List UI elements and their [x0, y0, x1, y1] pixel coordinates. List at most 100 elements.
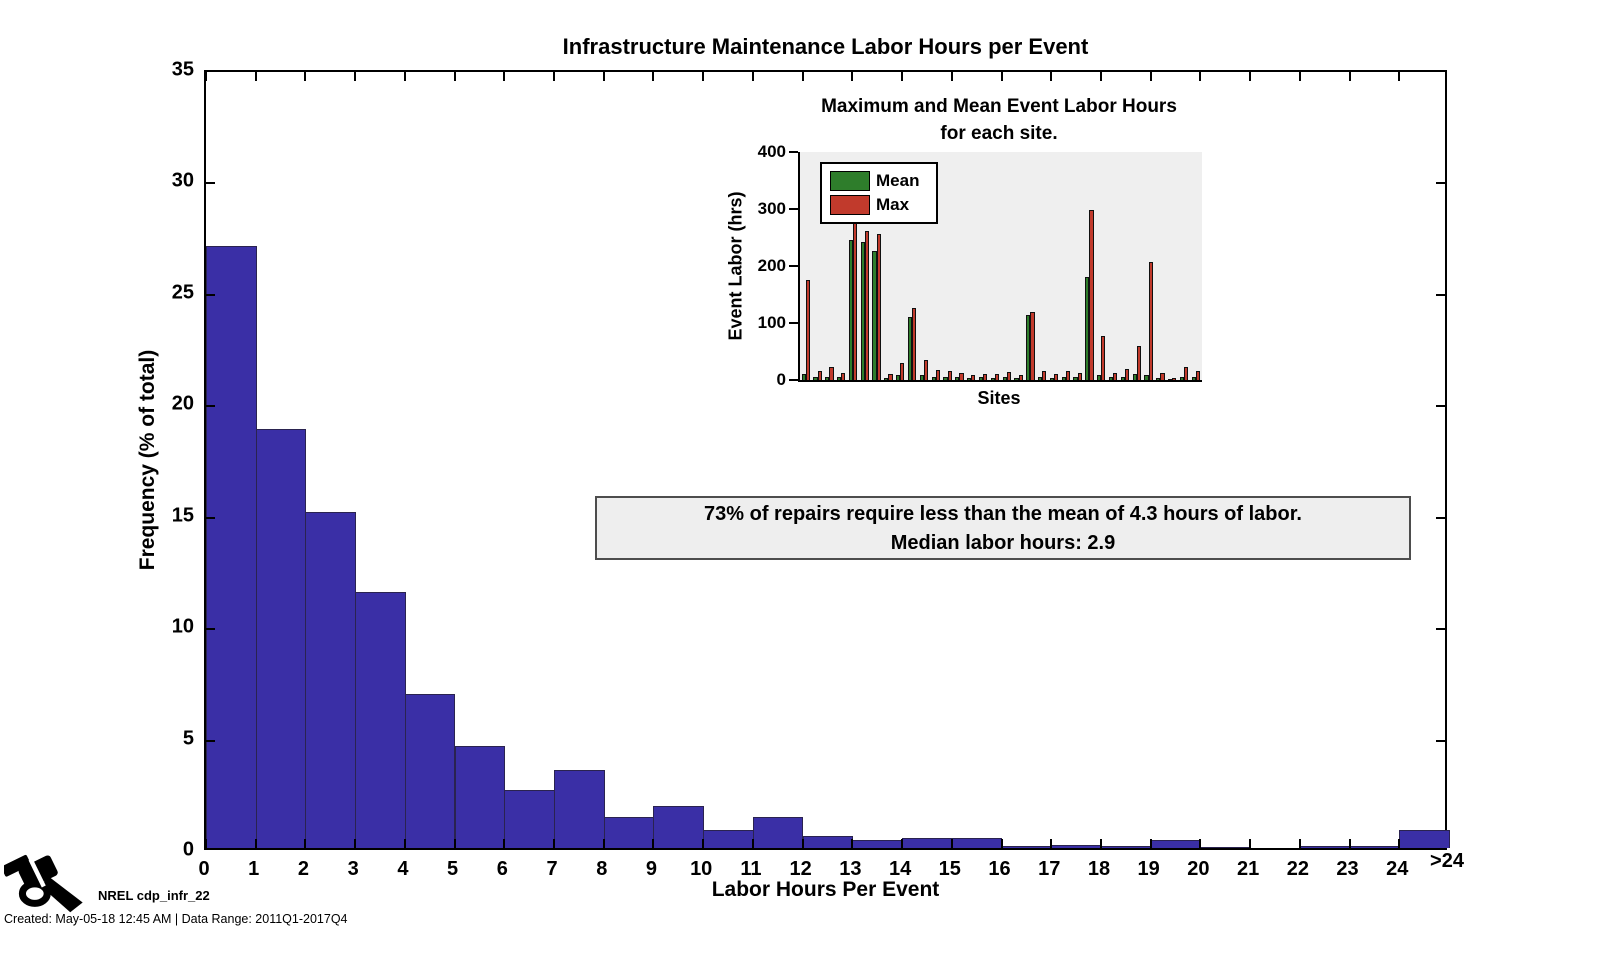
x-tick	[453, 839, 456, 848]
mean-bar	[1179, 376, 1185, 380]
x-tick	[1149, 72, 1152, 81]
x-tick-label: >24	[1430, 850, 1464, 872]
mean-bar	[1120, 376, 1125, 380]
y-tick	[1436, 405, 1445, 408]
mean-bar	[872, 250, 877, 380]
histogram-bar	[603, 816, 655, 848]
histogram-bar	[305, 511, 356, 848]
x-tick	[652, 72, 655, 81]
x-tick	[702, 839, 705, 848]
mean-bar	[943, 377, 948, 380]
inset-y-tick	[789, 265, 798, 267]
y-tick-label: 10	[171, 615, 194, 638]
histogram-bar	[206, 246, 257, 848]
max-bar	[829, 367, 834, 380]
histogram-bar	[1299, 846, 1351, 848]
x-tick-label: 18	[1087, 858, 1111, 880]
max-bar	[888, 374, 893, 380]
max-bar	[959, 373, 964, 380]
x-tick-label: 22	[1286, 858, 1309, 880]
x-tick-label: 19	[1137, 858, 1160, 880]
x-tick-label: 8	[596, 858, 608, 880]
histogram-bar	[255, 429, 307, 848]
histogram-bar	[404, 694, 456, 848]
mean-bar	[1191, 377, 1196, 380]
mean-bar	[1168, 378, 1173, 380]
x-tick	[602, 72, 605, 81]
x-tick	[503, 72, 506, 81]
y-tick-label: 25	[171, 281, 194, 304]
max-bar	[1053, 374, 1059, 380]
histogram-bar	[802, 835, 854, 848]
x-tick	[1199, 72, 1202, 81]
max-swatch-icon	[830, 195, 870, 215]
y-tick	[1436, 293, 1445, 296]
max-bar	[923, 360, 929, 380]
x-tick	[702, 72, 705, 81]
inset-y-tick	[789, 379, 798, 381]
histogram-bar	[1200, 846, 1251, 848]
mean-bar	[1073, 377, 1078, 380]
y-tick	[1436, 182, 1445, 185]
max-bar	[1184, 367, 1189, 380]
max-bar	[1160, 373, 1165, 380]
mean-bar	[931, 376, 936, 380]
histogram-bar	[951, 837, 1003, 848]
annotation-box: 73% of repairs require less than the mea…	[595, 496, 1411, 560]
x-tick-label: 11	[740, 858, 762, 880]
y-tick	[1436, 516, 1445, 519]
max-bar	[805, 280, 810, 380]
annotation-line2: Median labor hours: 2.9	[890, 532, 1116, 554]
x-tick	[851, 72, 854, 81]
x-tick	[1398, 839, 1401, 848]
x-tick-label: 5	[447, 858, 459, 880]
max-bar	[1030, 311, 1035, 380]
x-tick	[901, 72, 904, 81]
max-bar	[852, 213, 858, 380]
max-bar	[947, 371, 952, 380]
x-tick	[354, 839, 357, 848]
mean-bar	[836, 377, 842, 380]
y-tick-label: 0	[182, 838, 194, 861]
histogram-bar	[902, 837, 953, 848]
mean-bar	[825, 376, 830, 380]
x-tick	[1249, 839, 1252, 848]
max-bar	[1195, 370, 1201, 380]
x-tick	[254, 72, 257, 81]
x-tick-label: 23	[1336, 858, 1359, 880]
histogram-bar	[752, 816, 804, 848]
inset-x-axis-label: Sites	[977, 388, 1021, 408]
max-bar	[900, 362, 905, 380]
mean-bar	[990, 377, 995, 380]
x-tick-label: 20	[1187, 858, 1210, 880]
mean-bar	[1132, 374, 1137, 380]
x-tick	[1099, 72, 1102, 81]
fuel-nozzle-icon	[1, 852, 94, 919]
mean-bar	[919, 375, 924, 380]
legend-label-max: Max	[876, 195, 910, 214]
x-tick-label: 14	[888, 858, 912, 880]
mean-bar	[860, 241, 865, 380]
x-tick-label: 16	[988, 858, 1011, 880]
mean-bar	[1108, 377, 1114, 380]
mean-bar	[801, 374, 806, 380]
x-tick-label: 2	[297, 858, 309, 880]
histogram-bar	[1150, 840, 1202, 848]
mean-bar	[1156, 377, 1161, 380]
x-tick	[1298, 839, 1301, 848]
legend-row-mean: Mean	[830, 169, 936, 193]
x-tick	[553, 839, 556, 848]
inset-y-tick	[789, 208, 798, 210]
x-tick-label: 12	[789, 858, 812, 880]
x-tick	[1249, 72, 1252, 81]
max-bar	[1042, 371, 1047, 380]
inset-y-tick	[789, 322, 798, 324]
mean-bar	[955, 377, 960, 380]
max-bar	[1089, 209, 1094, 380]
mean-bar	[907, 316, 913, 380]
inset-y-tick-label: 300	[757, 199, 786, 218]
max-bar	[994, 374, 1000, 380]
y-tick-label: 5	[182, 727, 194, 750]
x-tick-label: 4	[397, 858, 409, 880]
legend: Mean Max	[820, 162, 938, 224]
